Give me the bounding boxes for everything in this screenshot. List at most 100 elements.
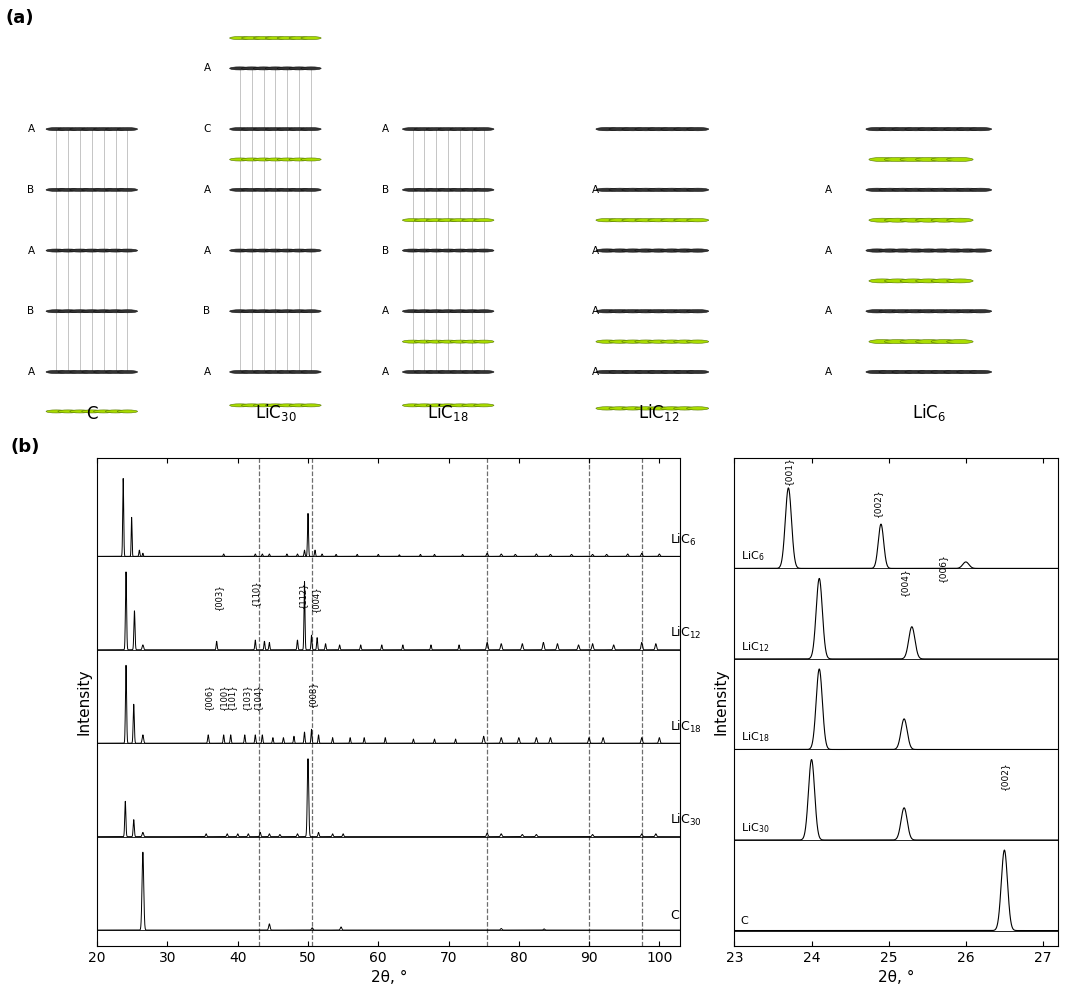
Ellipse shape <box>462 249 482 253</box>
Ellipse shape <box>947 340 973 344</box>
Ellipse shape <box>301 370 321 373</box>
Text: A: A <box>27 245 35 256</box>
Ellipse shape <box>661 370 683 373</box>
Ellipse shape <box>900 340 927 344</box>
Ellipse shape <box>301 36 321 39</box>
Ellipse shape <box>438 340 458 343</box>
Text: {100}: {100} <box>219 683 228 710</box>
Ellipse shape <box>242 66 261 70</box>
Ellipse shape <box>918 188 940 191</box>
Text: A: A <box>27 367 35 377</box>
Ellipse shape <box>427 218 446 221</box>
Text: A: A <box>824 367 832 377</box>
Text: A: A <box>592 245 599 256</box>
Ellipse shape <box>885 340 910 344</box>
Ellipse shape <box>944 310 966 313</box>
Ellipse shape <box>957 128 978 131</box>
Ellipse shape <box>82 370 102 373</box>
Ellipse shape <box>301 188 321 191</box>
Ellipse shape <box>58 310 78 313</box>
Ellipse shape <box>254 370 273 373</box>
Ellipse shape <box>242 158 261 161</box>
Text: A: A <box>203 185 211 195</box>
Ellipse shape <box>944 188 966 191</box>
Ellipse shape <box>892 370 914 373</box>
Ellipse shape <box>58 249 78 253</box>
Ellipse shape <box>106 128 125 131</box>
Text: LiC$_{12}$: LiC$_{12}$ <box>741 640 769 654</box>
Ellipse shape <box>474 128 494 131</box>
Text: LiC$_{30}$: LiC$_{30}$ <box>670 812 702 828</box>
Ellipse shape <box>944 370 966 373</box>
Ellipse shape <box>609 188 631 191</box>
Ellipse shape <box>450 218 470 221</box>
Ellipse shape <box>970 310 991 313</box>
Ellipse shape <box>94 249 113 253</box>
Ellipse shape <box>450 340 470 343</box>
Ellipse shape <box>266 36 285 39</box>
Ellipse shape <box>278 370 297 373</box>
Ellipse shape <box>687 248 708 253</box>
Text: LiC$_{18}$: LiC$_{18}$ <box>670 719 702 735</box>
Ellipse shape <box>596 218 618 222</box>
Ellipse shape <box>474 188 494 191</box>
Ellipse shape <box>415 218 434 221</box>
Text: B: B <box>203 306 211 316</box>
Ellipse shape <box>931 279 958 283</box>
Ellipse shape <box>905 310 927 313</box>
Ellipse shape <box>289 249 309 253</box>
Ellipse shape <box>879 188 901 191</box>
Ellipse shape <box>450 370 470 373</box>
Text: LiC$_{30}$: LiC$_{30}$ <box>255 402 296 424</box>
Ellipse shape <box>635 370 657 373</box>
Ellipse shape <box>635 406 657 410</box>
Ellipse shape <box>94 409 113 412</box>
Ellipse shape <box>674 248 696 253</box>
Text: A: A <box>824 185 832 195</box>
Ellipse shape <box>106 409 125 412</box>
Text: A: A <box>824 306 832 316</box>
Ellipse shape <box>687 406 708 410</box>
Ellipse shape <box>905 188 927 191</box>
Ellipse shape <box>46 249 66 253</box>
Ellipse shape <box>438 188 458 191</box>
Ellipse shape <box>254 66 273 70</box>
Ellipse shape <box>230 188 249 191</box>
Text: B: B <box>27 306 35 316</box>
Ellipse shape <box>648 248 670 253</box>
Ellipse shape <box>918 370 940 373</box>
Ellipse shape <box>892 188 914 191</box>
Ellipse shape <box>661 340 683 343</box>
Ellipse shape <box>674 406 696 410</box>
Text: {006}: {006} <box>204 683 214 710</box>
Ellipse shape <box>866 310 888 313</box>
Ellipse shape <box>609 406 631 410</box>
Ellipse shape <box>635 218 657 222</box>
Text: A: A <box>592 367 599 377</box>
Ellipse shape <box>289 370 309 373</box>
Ellipse shape <box>242 403 261 406</box>
Ellipse shape <box>661 248 683 253</box>
Ellipse shape <box>687 310 708 313</box>
Ellipse shape <box>944 248 966 253</box>
Ellipse shape <box>622 310 644 313</box>
Ellipse shape <box>289 310 309 313</box>
Text: {002}: {002} <box>873 489 881 517</box>
Ellipse shape <box>118 188 137 191</box>
Ellipse shape <box>427 340 446 343</box>
Ellipse shape <box>278 36 297 39</box>
Ellipse shape <box>931 370 953 373</box>
Ellipse shape <box>450 249 470 253</box>
Ellipse shape <box>462 218 482 221</box>
Text: {001}: {001} <box>784 456 793 485</box>
Text: C: C <box>670 908 678 921</box>
Ellipse shape <box>687 128 708 131</box>
Text: {110}: {110} <box>252 579 260 607</box>
Ellipse shape <box>254 128 273 131</box>
Ellipse shape <box>635 248 657 253</box>
Ellipse shape <box>118 310 137 313</box>
Ellipse shape <box>450 310 470 313</box>
Ellipse shape <box>648 406 670 410</box>
Text: {112}: {112} <box>298 581 307 609</box>
Ellipse shape <box>661 406 683 410</box>
